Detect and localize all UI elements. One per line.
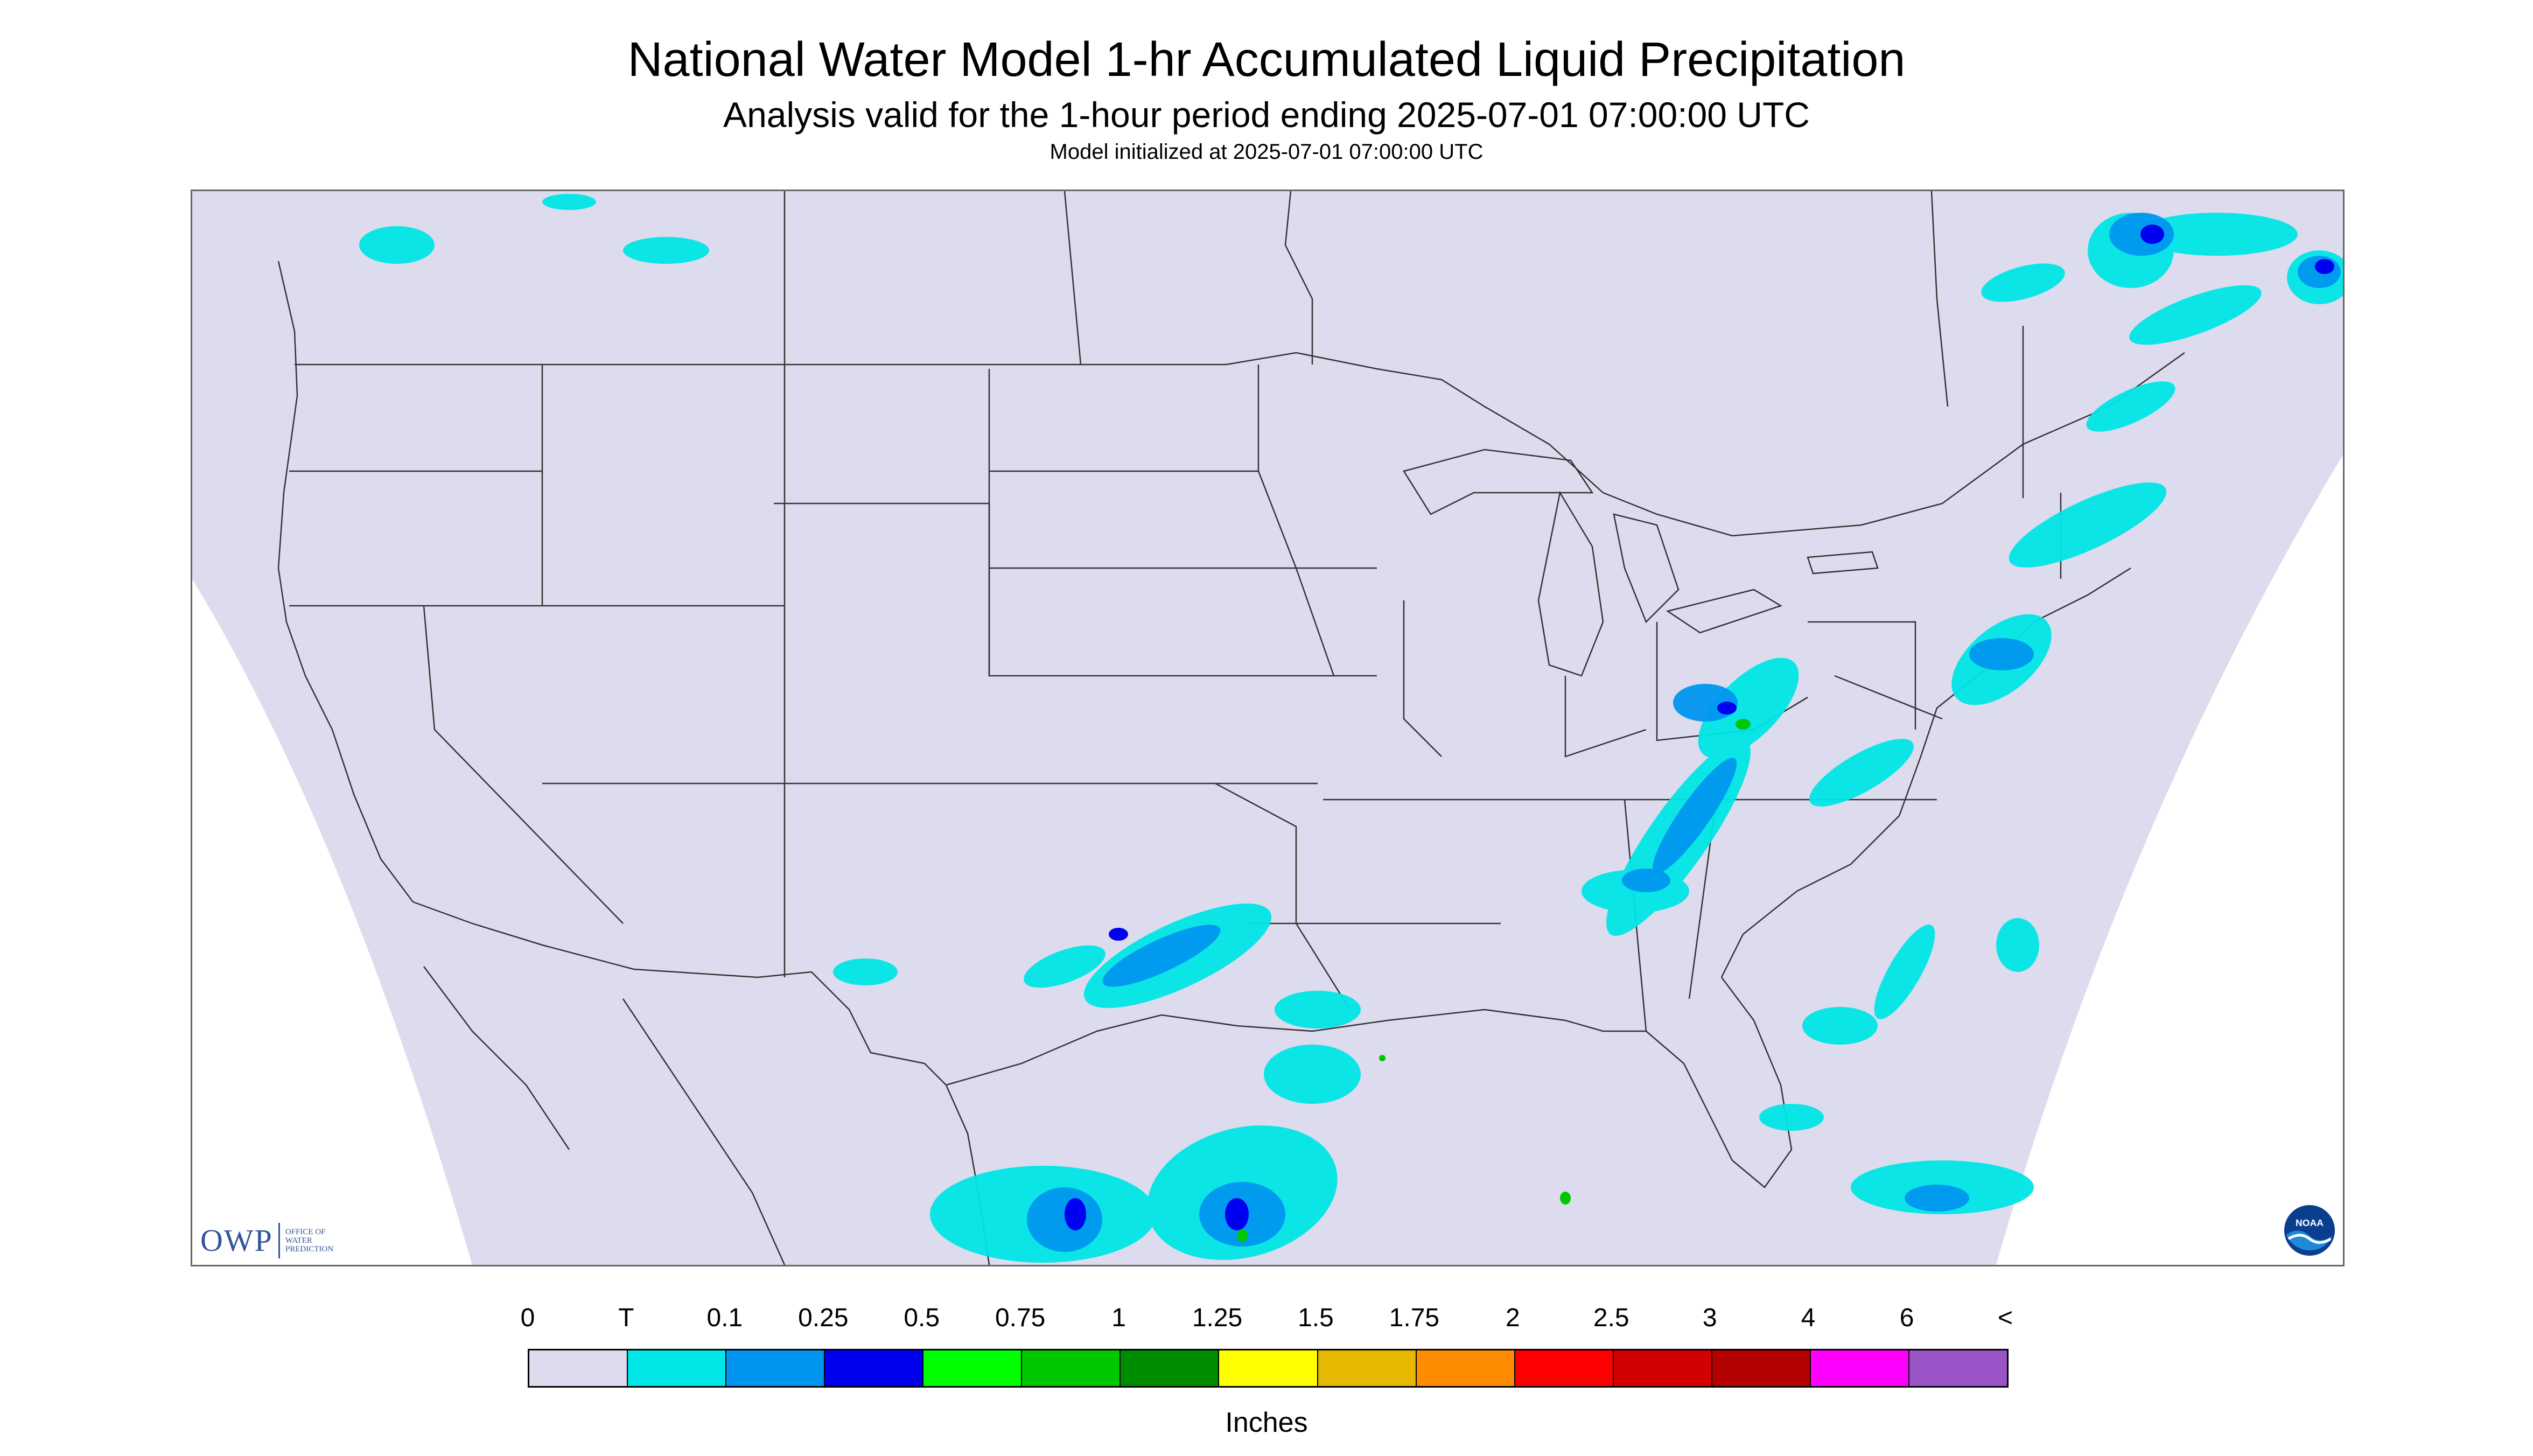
legend-label: 1.25 — [1192, 1304, 1243, 1332]
legend-swatch — [1613, 1350, 1712, 1386]
legend-colorbar — [528, 1349, 2009, 1388]
legend-swatch — [1219, 1350, 1318, 1386]
noaa-logo: NOAA — [2284, 1205, 2335, 1256]
legend-swatch — [1909, 1350, 2007, 1386]
legend-swatch — [923, 1350, 1023, 1386]
map-title: National Water Model 1-hr Accumulated Li… — [627, 33, 1906, 87]
legend-label: 0.25 — [798, 1304, 849, 1332]
legend-label: 2.5 — [1593, 1304, 1629, 1332]
owp-logo-text: OWP — [200, 1223, 273, 1258]
legend-label: 0.5 — [904, 1304, 940, 1332]
legend-swatch — [825, 1350, 924, 1386]
legend-swatch — [1121, 1350, 1220, 1386]
legend-label: 3 — [1702, 1304, 1717, 1332]
precip-moderate — [1065, 225, 2334, 1230]
precip-heavy — [1237, 719, 1751, 1242]
map-subtitle: Analysis valid for the 1-hour period end… — [723, 95, 1810, 135]
legend-label: 1.5 — [1298, 1304, 1334, 1332]
legend-swatch — [1318, 1350, 1417, 1386]
legend-swatch — [1810, 1350, 1909, 1386]
precipitation-map — [191, 190, 2345, 1266]
legend-swatch — [1515, 1350, 1614, 1386]
legend-label: 0.75 — [995, 1304, 1046, 1332]
map-canvas — [192, 191, 2343, 1265]
legend-units: Inches — [1225, 1407, 1308, 1438]
legend-swatch — [1022, 1350, 1121, 1386]
svg-text:NOAA: NOAA — [2296, 1217, 2324, 1228]
legend-label: 0 — [520, 1304, 535, 1332]
legend-label: 4 — [1801, 1304, 1816, 1332]
owp-logo: OWP OFFICE OF WATER PREDICTION — [200, 1222, 333, 1258]
legend-label: 0.1 — [706, 1304, 743, 1332]
owp-logo-divider — [278, 1222, 280, 1258]
legend-label: 6 — [1899, 1304, 1914, 1332]
legend-label: 2 — [1505, 1304, 1520, 1332]
model-init-line: Model initialized at 2025-07-01 07:00:00… — [1049, 140, 1484, 164]
legend-swatch — [529, 1350, 628, 1386]
legend-label: < — [1997, 1304, 2013, 1332]
legend-swatch — [1712, 1350, 1811, 1386]
legend-label: 1.75 — [1389, 1304, 1440, 1332]
legend-label: 1 — [1111, 1304, 1126, 1332]
legend-swatch — [628, 1350, 727, 1386]
legend-swatch — [1416, 1350, 1515, 1386]
legend-label: T — [618, 1304, 634, 1332]
legend-labels: 0 T 0.1 0.25 0.5 0.75 1 1.25 1.5 1.75 2 2.5 3 4 6 < — [521, 1303, 2014, 1341]
legend-swatch — [726, 1350, 825, 1386]
owp-logo-subtext: OFFICE OF WATER PREDICTION — [285, 1227, 334, 1254]
model-domain — [192, 191, 2343, 1265]
